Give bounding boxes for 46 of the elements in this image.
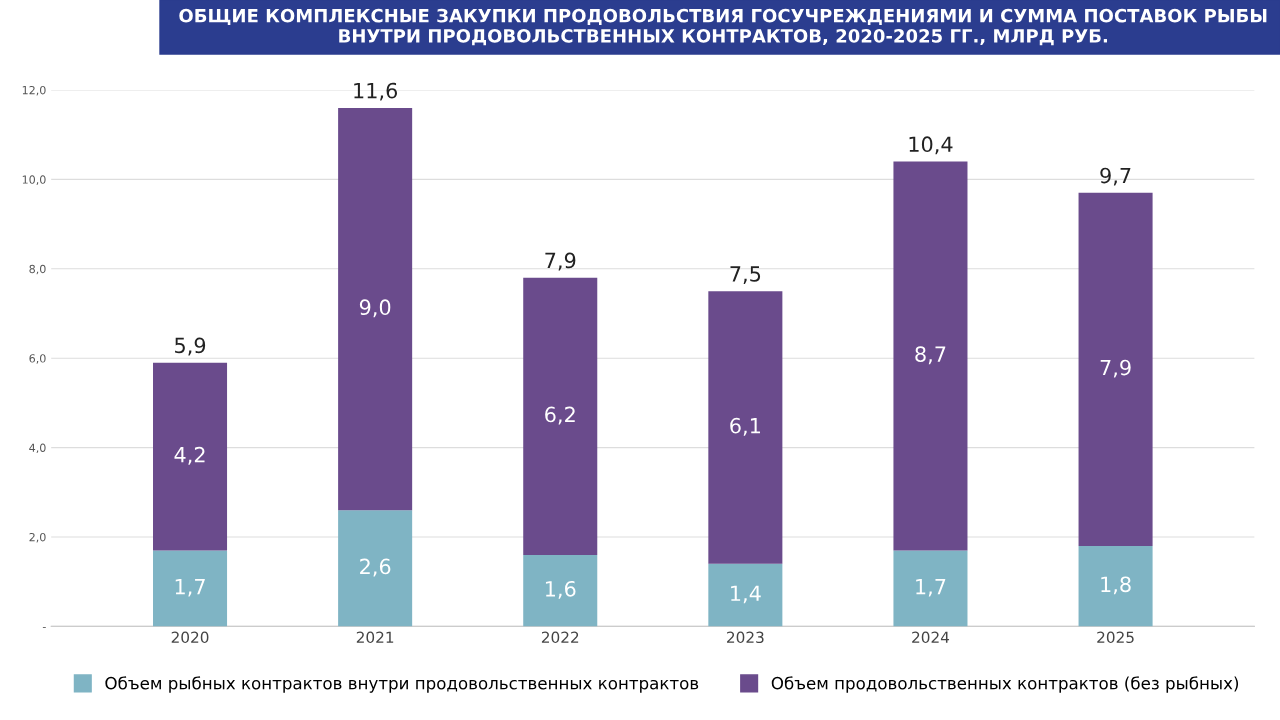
total-label: 7,5 bbox=[730, 266, 761, 284]
y-tick-label: 8,0 bbox=[29, 264, 46, 275]
data-label: 6,2 bbox=[545, 406, 575, 425]
bar bbox=[338, 510, 413, 627]
bar bbox=[153, 362, 228, 551]
legend-label: Объем продовольственных контрактов (без рыбных) bbox=[771, 676, 1239, 693]
chart-title: ОБЩИЕ КОМПЛЕКСНЫЕ ЗАКУПКИ ПРОДОВОЛЬСТВИЯ ГОСУЧРЕЖДЕНИЯМИ И СУММА ПОСТАВОК РЫБЫ ВНУТРИ ПРОДОВОЛЬСТВЕННЫХ КОНТРАКТОВ, 2020-2025 ГГ., МЛРД РУБ. bbox=[179, 8, 1267, 46]
x-tick-label: 2020 bbox=[171, 631, 209, 644]
bar bbox=[708, 291, 783, 564]
y-tick-label: 12,0 bbox=[22, 85, 46, 96]
y-tick-label: 2,0 bbox=[29, 532, 46, 543]
data-label: 6,1 bbox=[730, 417, 760, 436]
x-tick-label: 2021 bbox=[356, 631, 394, 644]
bar bbox=[893, 161, 968, 551]
bar bbox=[523, 277, 598, 555]
bar bbox=[153, 550, 228, 627]
total-label: 10,4 bbox=[909, 136, 953, 155]
y-tick-label: 10,0 bbox=[22, 175, 46, 185]
data-label: 1,6 bbox=[545, 580, 576, 599]
data-label: 1,7 bbox=[916, 578, 946, 597]
y-tick-label: 6,0 bbox=[29, 354, 46, 364]
total-label: 7,9 bbox=[545, 252, 576, 271]
data-label: 1,8 bbox=[1101, 576, 1131, 595]
x-tick-label: 2023 bbox=[727, 631, 764, 644]
bar bbox=[1078, 192, 1153, 546]
data-label: 1,4 bbox=[731, 585, 761, 604]
data-label: 8,7 bbox=[915, 346, 946, 365]
legend-label: Объем рыбных контрактов внутри продовольственных контрактов bbox=[105, 676, 699, 693]
x-tick-label: 2025 bbox=[1097, 631, 1134, 644]
data-label: 7,9 bbox=[1100, 359, 1131, 378]
total-label: 5,9 bbox=[175, 337, 206, 356]
data-label: 2,6 bbox=[360, 558, 391, 577]
bar bbox=[893, 550, 968, 627]
y-tick-label: 4,0 bbox=[29, 443, 46, 454]
data-label: 1,7 bbox=[175, 578, 205, 597]
data-label: 4,2 bbox=[174, 446, 205, 465]
x-tick-label: 2022 bbox=[541, 631, 579, 644]
total-label: 9,7 bbox=[1100, 167, 1131, 186]
bar bbox=[708, 563, 783, 627]
bar bbox=[338, 107, 413, 511]
bar bbox=[523, 554, 598, 627]
bar bbox=[1078, 545, 1153, 627]
data-label: 9,0 bbox=[359, 299, 391, 318]
total-label: 11,6 bbox=[354, 82, 398, 101]
x-tick-label: 2024 bbox=[912, 631, 950, 644]
y-tick-label: - bbox=[42, 627, 46, 629]
